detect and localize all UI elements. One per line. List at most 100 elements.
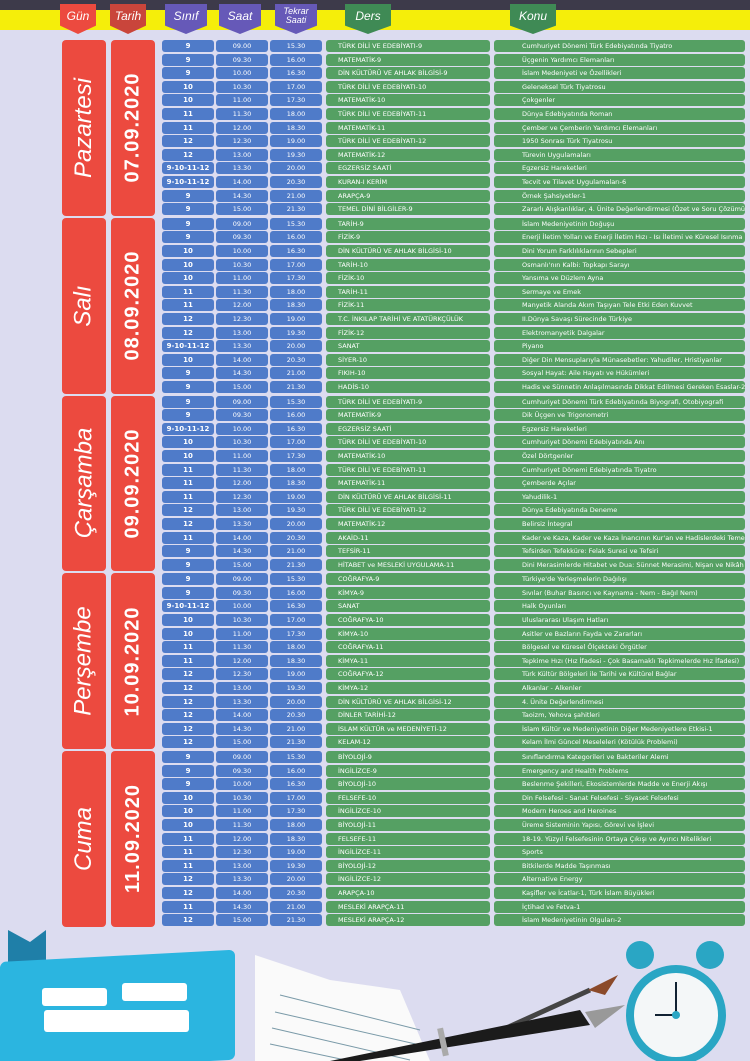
saat-cell: 09.00 bbox=[216, 40, 268, 52]
tekrar-saati-cell: 16.30 bbox=[270, 600, 322, 613]
saat-cell: 11.00 bbox=[216, 627, 268, 640]
day-label: Perşembe bbox=[62, 573, 106, 750]
tekrar-saati-cell: 21.00 bbox=[270, 722, 322, 735]
konu-cell: Sıvılar (Buhar Basıncı ve Kaynama - Nem … bbox=[494, 586, 745, 599]
sinif-cell: 10 bbox=[162, 258, 214, 271]
ders-cell: DİN KÜLTÜRÜ VE AHLAK BİLGİSİ-10 bbox=[326, 244, 490, 257]
konu-cell: Çokgenler bbox=[494, 94, 745, 107]
tekrar-saati-cell: 21.00 bbox=[270, 545, 322, 558]
sinif-cell: 9 bbox=[162, 53, 214, 66]
sinif-cell: 10 bbox=[162, 94, 214, 107]
konu-cell: Tecvit ve Tilavet Uygulamaları-6 bbox=[494, 176, 745, 188]
ders-cell: DİN KÜLTÜRÜ VE AHLAK BİLGİSİ-11 bbox=[326, 490, 490, 503]
date-label: 09.09.2020 bbox=[111, 395, 155, 572]
ders-cell: COĞRAFYA-12 bbox=[326, 668, 490, 681]
ders-cell: KELAM-12 bbox=[326, 736, 490, 749]
tekrar-saati-cell: 17.00 bbox=[270, 791, 322, 804]
ders-cell: TÜRK DİLİ VE EDEBİYATI-12 bbox=[326, 135, 490, 148]
saat-cell: 10.00 bbox=[216, 244, 268, 257]
sinif-cell: 9 bbox=[162, 573, 214, 586]
konu-cell: Dünya Edebiyatında Roman bbox=[494, 108, 745, 120]
notepaper-icon bbox=[255, 955, 430, 1061]
ders-cell: ARAPÇA-9 bbox=[326, 189, 490, 202]
ders-cell: TÜRK DİLİ VE EDEBİYATI-10 bbox=[326, 436, 490, 449]
tekrar-saati-cell: 18.30 bbox=[270, 299, 322, 312]
day-label: Pazartesi bbox=[62, 40, 106, 216]
ders-cell: SANAT bbox=[326, 340, 490, 353]
konu-cell: Sınıflandırma Kategorileri ve Bakteriler… bbox=[494, 751, 745, 763]
saat-cell: 14.30 bbox=[216, 545, 268, 558]
konu-cell: Alkanlar - Alkenler bbox=[494, 682, 745, 695]
saat-cell: 12.00 bbox=[216, 121, 268, 134]
sinif-cell: 11 bbox=[162, 846, 214, 859]
sinif-cell: 12 bbox=[162, 668, 214, 681]
tekrar-saati-cell: 17.00 bbox=[270, 80, 322, 93]
sinif-cell: 9 bbox=[162, 40, 214, 52]
sinif-cell: 12 bbox=[162, 148, 214, 161]
tekrar-saati-cell: 19.00 bbox=[270, 846, 322, 859]
tekrar-saati-cell: 18.00 bbox=[270, 285, 322, 298]
sinif-cell: 11 bbox=[162, 285, 214, 298]
konu-cell: Çemberde Açılar bbox=[494, 477, 745, 490]
saat-cell: 12.30 bbox=[216, 312, 268, 325]
ders-cell: T.C. İNKILAP TARİHİ VE ATATÜRKÇÜLÜK bbox=[326, 312, 490, 325]
konu-cell: Dini Merasimlerde Hitabet ve Dua: Sünnet… bbox=[494, 558, 745, 571]
sinif-cell: 12 bbox=[162, 312, 214, 325]
konu-cell: II.Dünya Savaşı Sürecinde Türkiye bbox=[494, 312, 745, 325]
saat-cell: 12.00 bbox=[216, 654, 268, 667]
sinif-cell: 9-10-11-12 bbox=[162, 422, 214, 435]
tekrar-saati-cell: 16.00 bbox=[270, 231, 322, 244]
sinif-cell: 9 bbox=[162, 217, 214, 230]
sinif-cell: 12 bbox=[162, 887, 214, 899]
sinif-cell: 10 bbox=[162, 627, 214, 640]
ders-cell: KURAN-I KERİM bbox=[326, 176, 490, 188]
ders-cell: TÜRK DİLİ VE EDEBİYATI-11 bbox=[326, 463, 490, 476]
konu-cell: Sosyal Hayat: Aile Hayatı ve Hükümleri bbox=[494, 367, 745, 380]
konu-cell: Beslenme Şekilleri, Ekosistemlerde Madde… bbox=[494, 778, 745, 791]
konu-cell: Bölgesel ve Küresel Ölçekteki Örgütler bbox=[494, 641, 745, 654]
ders-cell: TÜRK DİLİ VE EDEBİYATI-11 bbox=[326, 108, 490, 120]
saat-cell: 09.30 bbox=[216, 409, 268, 422]
konu-cell: Örnek Şahsiyetler-1 bbox=[494, 189, 745, 202]
konu-cell: Diğer Din Mensuplarıyla Münasebetler: Ya… bbox=[494, 353, 745, 366]
sinif-cell: 9 bbox=[162, 545, 214, 558]
saat-cell: 11.30 bbox=[216, 819, 268, 831]
tekrar-saati-cell: 21.00 bbox=[270, 189, 322, 202]
sinif-cell: 9 bbox=[162, 764, 214, 777]
sinif-cell: 10 bbox=[162, 819, 214, 831]
saat-cell: 14.30 bbox=[216, 189, 268, 202]
konu-cell: Türkiye'de Yerleşmelerin Dağılışı bbox=[494, 573, 745, 586]
tekrar-saati-cell: 20.00 bbox=[270, 340, 322, 353]
saat-cell: 09.00 bbox=[216, 573, 268, 586]
header-konu: Konu bbox=[510, 4, 556, 34]
konu-cell: Asitler ve Bazların Fayda ve Zararları bbox=[494, 627, 745, 640]
sinif-cell: 9-10-11-12 bbox=[162, 162, 214, 175]
konu-cell: Üçgenin Yardımcı Elemanları bbox=[494, 53, 745, 66]
tekrar-saati-cell: 18.00 bbox=[270, 819, 322, 831]
ders-cell: İSLAM KÜLTÜR ve MEDENİYETİ-12 bbox=[326, 722, 490, 735]
sinif-cell: 11 bbox=[162, 299, 214, 312]
konu-cell: İslam Kültür ve Medeniyetinin Diğer Mede… bbox=[494, 722, 745, 735]
konu-cell: İslam Medeniyetinin Doğuşu bbox=[494, 217, 745, 230]
saat-cell: 14.30 bbox=[216, 367, 268, 380]
saat-cell: 14.00 bbox=[216, 531, 268, 544]
tekrar-saati-cell: 19.00 bbox=[270, 135, 322, 148]
tekrar-saati-cell: 15.30 bbox=[270, 217, 322, 230]
ders-cell: KİMYA-10 bbox=[326, 627, 490, 640]
ders-cell: MATEMATİK-10 bbox=[326, 449, 490, 462]
ders-cell: COĞRAFYA-10 bbox=[326, 614, 490, 627]
tekrar-saati-cell: 19.30 bbox=[270, 326, 322, 339]
tekrar-saati-cell: 18.30 bbox=[270, 477, 322, 490]
ders-cell: EGZERSİZ SAATİ bbox=[326, 162, 490, 175]
saat-cell: 11.00 bbox=[216, 94, 268, 107]
konu-cell: Belirsiz İntegral bbox=[494, 517, 745, 530]
sinif-cell: 11 bbox=[162, 531, 214, 544]
tekrar-saati-cell: 18.00 bbox=[270, 108, 322, 120]
saat-cell: 10.00 bbox=[216, 67, 268, 80]
tekrar-saati-cell: 21.00 bbox=[270, 367, 322, 380]
sinif-cell: 10 bbox=[162, 80, 214, 93]
sinif-cell: 10 bbox=[162, 272, 214, 285]
tekrar-saati-cell: 15.30 bbox=[270, 751, 322, 763]
tekrar-saati-cell: 18.00 bbox=[270, 641, 322, 654]
saat-cell: 13.00 bbox=[216, 148, 268, 161]
